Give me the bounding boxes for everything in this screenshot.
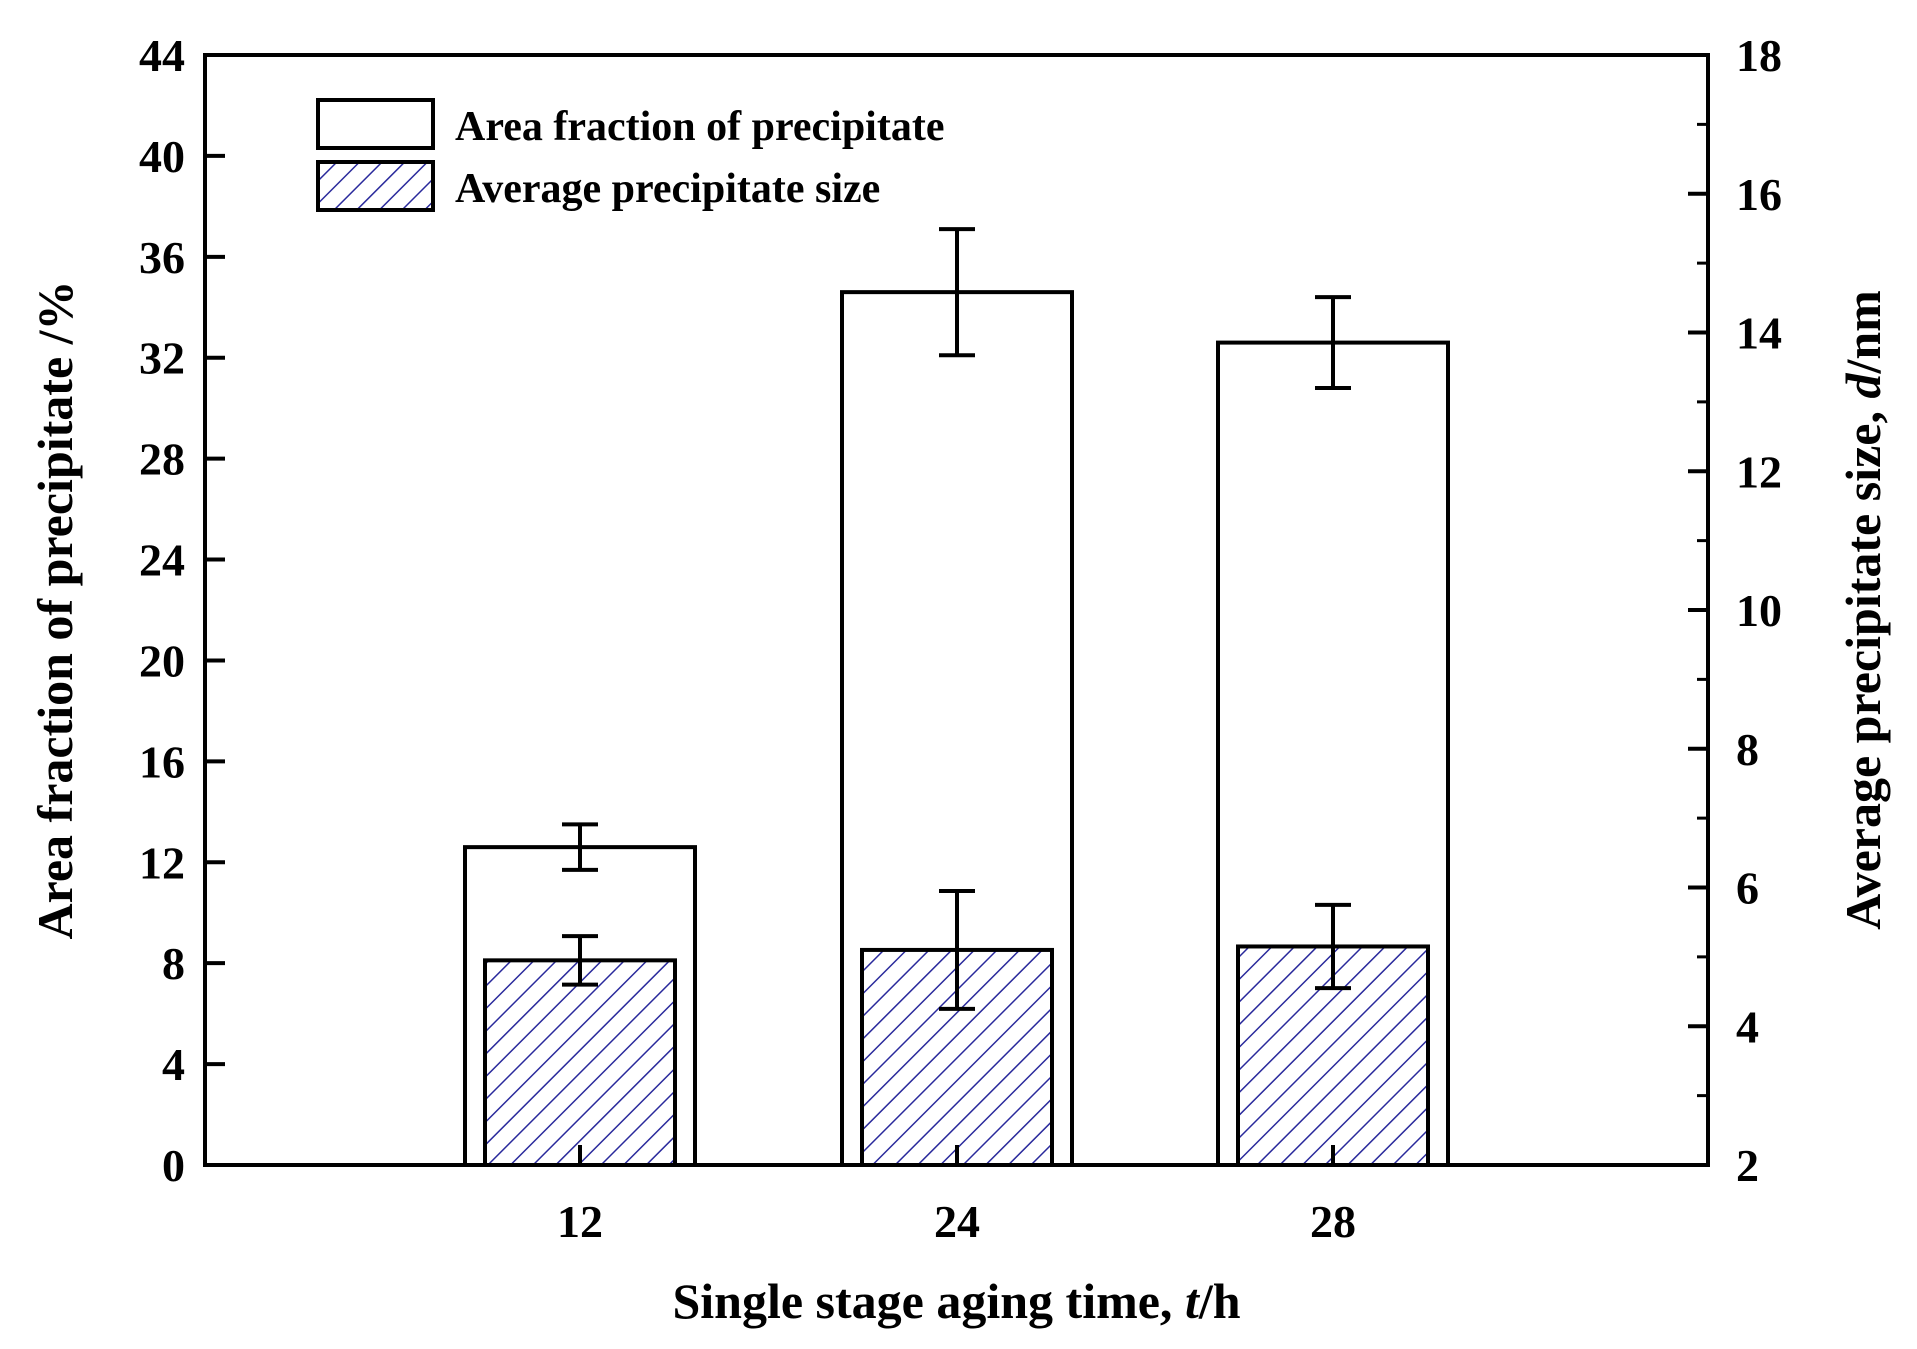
errorbar-precipitate-size-12 bbox=[562, 934, 598, 987]
errorbar-area-fraction-12 bbox=[562, 822, 598, 872]
y-axis-right-title: Average precipitate size, d/nm bbox=[1835, 290, 1891, 930]
legend: Area fraction of precipitate Average pre… bbox=[316, 98, 944, 212]
left-tick-label-8: 8 bbox=[162, 938, 185, 989]
left-tick-label-40: 40 bbox=[139, 131, 185, 182]
y-axis-right-title-var: d bbox=[1835, 373, 1891, 399]
left-tick-label-12: 12 bbox=[139, 837, 185, 888]
errorbar-area-fraction-28 bbox=[1315, 295, 1351, 390]
left-tick-label-32: 32 bbox=[139, 333, 185, 384]
x-axis-title: Single stage aging time, t/h bbox=[672, 1273, 1240, 1329]
x-axis-title-var: t bbox=[1185, 1273, 1201, 1329]
right-tick-label-4: 4 bbox=[1736, 1001, 1759, 1052]
bars-layer bbox=[463, 290, 1450, 1168]
legend-label-precipitate-size: Average precipitate size bbox=[455, 166, 880, 212]
x-axis-ticks: 12 24 28 bbox=[557, 1145, 1356, 1247]
errorbars-layer bbox=[562, 227, 1351, 1011]
right-tick-label-18: 18 bbox=[1736, 30, 1782, 81]
y-axis-left-title: Area fraction of precipitate /% bbox=[27, 280, 83, 939]
errorbar-area-fraction-24 bbox=[939, 227, 975, 358]
errorbar-precipitate-size-24 bbox=[939, 888, 975, 1011]
left-tick-label-36: 36 bbox=[139, 232, 185, 283]
left-tick-label-24: 24 bbox=[139, 535, 185, 586]
left-tick-label-28: 28 bbox=[139, 434, 185, 485]
right-tick-label-8: 8 bbox=[1736, 724, 1759, 775]
legend-swatch-area-fraction bbox=[316, 98, 435, 150]
right-tick-label-12: 12 bbox=[1736, 446, 1782, 497]
x-tick-label-24: 24 bbox=[934, 1196, 980, 1247]
x-axis-title-post: /h bbox=[1198, 1273, 1241, 1329]
right-tick-label-6: 6 bbox=[1736, 863, 1759, 914]
bar-precipitate-size-24 bbox=[860, 947, 1054, 1167]
right-tick-label-2: 2 bbox=[1736, 1140, 1759, 1191]
right-tick-label-16: 16 bbox=[1736, 169, 1782, 220]
left-axis-ticks: 0 4 8 12 16 20 24 28 32 36 40 44 bbox=[139, 30, 225, 1191]
legend-label-area-fraction: Area fraction of precipitate bbox=[455, 104, 944, 150]
left-tick-label-16: 16 bbox=[139, 736, 185, 787]
x-axis-title-pre: Single stage aging time, bbox=[672, 1273, 1184, 1329]
x-tick-label-12: 12 bbox=[557, 1196, 603, 1247]
left-tick-label-4: 4 bbox=[162, 1039, 185, 1090]
legend-swatch-precipitate-size bbox=[316, 160, 435, 212]
x-tick-label-28: 28 bbox=[1310, 1196, 1356, 1247]
y-axis-right-title-pre: Average precipitate size, bbox=[1835, 399, 1891, 930]
left-tick-label-44: 44 bbox=[139, 30, 185, 81]
errorbar-precipitate-size-28 bbox=[1315, 902, 1351, 991]
left-tick-label-0: 0 bbox=[162, 1140, 185, 1191]
left-tick-label-20: 20 bbox=[139, 635, 185, 686]
y-axis-right-title-post: /nm bbox=[1835, 290, 1891, 374]
bar-precipitate-size-12 bbox=[483, 958, 677, 1167]
right-tick-label-14: 14 bbox=[1736, 308, 1782, 359]
right-tick-label-10: 10 bbox=[1736, 585, 1782, 636]
right-axis-ticks: 2 4 6 8 10 12 14 16 18 bbox=[1688, 30, 1782, 1191]
